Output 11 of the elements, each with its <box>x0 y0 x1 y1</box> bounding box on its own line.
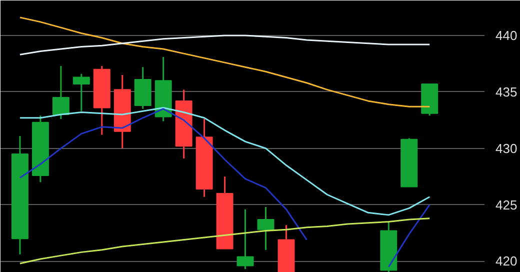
candlestick <box>236 208 254 270</box>
y-tick-label: 430 <box>496 140 518 156</box>
y-tick-label: 435 <box>496 84 518 100</box>
candlestick <box>257 206 274 251</box>
line-series <box>19 34 430 56</box>
y-tick-label: 440 <box>496 28 518 43</box>
line-series <box>19 218 430 264</box>
y-tick-label: 425 <box>496 197 518 212</box>
candlestick <box>72 73 90 112</box>
y-tick-label: 420 <box>496 254 518 269</box>
candlestick <box>52 65 70 120</box>
